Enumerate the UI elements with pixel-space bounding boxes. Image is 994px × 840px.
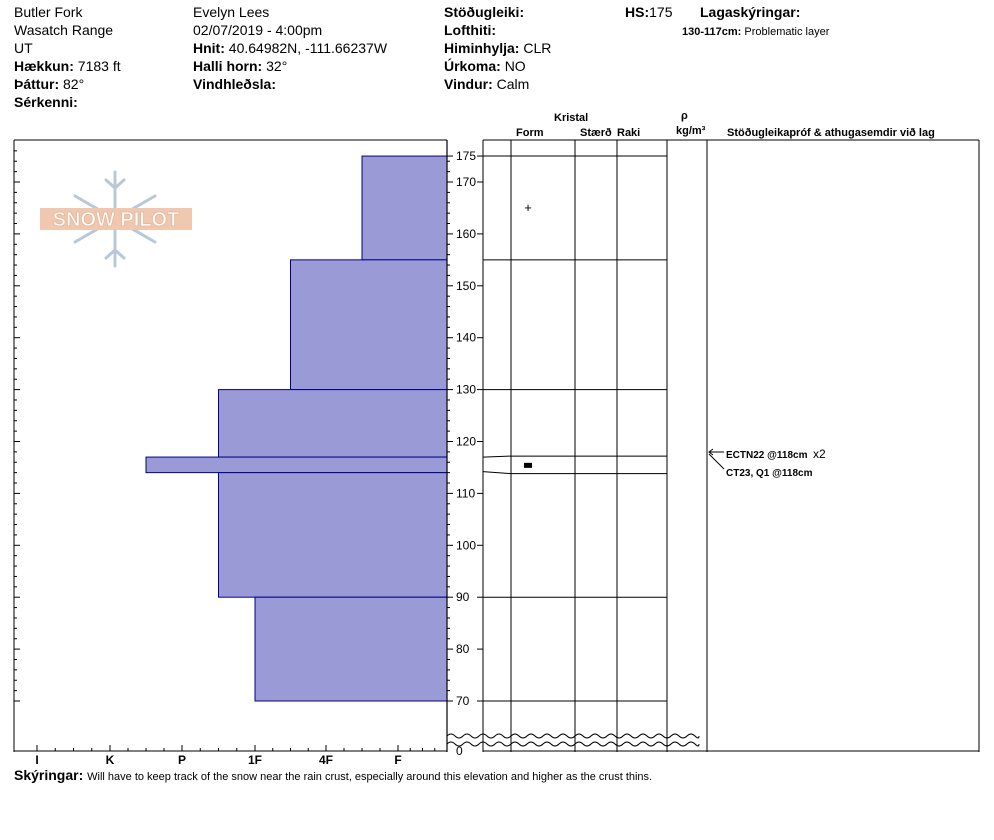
density-unit-header: kg/m³ [676,125,706,137]
hardness-bar [254,596,448,702]
test-pointer-arrows [708,448,725,470]
slope-value: 32° [266,58,288,74]
stability-tests-header: Stöðugleikapróf & athugasemdir við lag [727,127,935,139]
x-tick-label: 4F [319,753,333,767]
hardness-bar [145,456,448,474]
logo-band [40,208,192,230]
axis-break-icon [446,733,700,747]
slope-label: Halli horn: [193,58,263,74]
y-tick-label: 90 [456,590,470,604]
footer-label: Skýringar: [14,767,84,783]
layer-notes-label: Lagaskýringar: [700,4,801,20]
hs-label: HS: [625,4,650,20]
layer-boundary-line [482,455,512,458]
test-ectn-row: ECTN22 @118cm x2 [726,446,826,464]
hardness-bars [145,155,448,702]
crystal-table [482,139,980,752]
y-tick-label: 140 [456,331,476,345]
aspect-row: Þáttur: 82° [14,76,84,92]
test-ectn-text: ECTN22 @118cm [726,450,808,461]
wind-row: Vindur: Calm [444,76,529,92]
y-tick-label: 70 [456,694,470,708]
footer-text: Will have to keep track of the snow near… [87,771,653,783]
test-ectn-multiplier: x2 [813,447,826,461]
x-tick-label: P [178,753,186,767]
x-axis-ticks: I K P 1F 4F F [35,745,436,767]
layer-note-range: 130-117cm: [682,26,742,38]
hs-row: HS:175 [625,4,672,20]
y-tick-label: 130 [456,383,476,397]
wind-loading-label: Vindhleðsla: [193,76,276,92]
logo-text: SNOW PILOT [53,209,180,231]
location-text: Butler Fork [14,4,83,20]
layer-boundary-line [482,471,512,475]
wind-label: Vindur: [444,76,493,92]
form-header: Form [516,127,544,139]
size-header: Stærð [580,127,612,139]
y-tick-label: 170 [456,175,476,189]
test-ct-text: CT23, Q1 @118cm [726,468,813,479]
state-text: UT [14,40,33,56]
precip-label: Úrkoma: [444,58,501,74]
y-tick-label: 150 [456,279,476,293]
observer-text: Evelyn Lees [193,4,270,20]
elevation-row: Hækkun: 7183 ft [14,58,121,74]
y-tick-label: 120 [456,435,476,449]
hardness-bar [218,389,448,458]
coords-value: 40.64982N, -111.66237W [228,40,388,56]
datetime-text: 02/07/2019 - 4:00pm [193,22,323,38]
y-axis-ticks: 70 80 90 100 110 120 130 140 150 160 170 175 0 [447,149,483,758]
crystal-form-mark [524,462,532,468]
precip-value: NO [504,58,526,74]
coords-label: Hnit: [193,40,225,56]
hardness-bar [218,472,448,598]
rho-header: ρ [681,110,688,122]
snowpilot-logo: SNOW PILOT [40,170,192,268]
x-tick-label: I [35,753,38,767]
crystal-form-marks: + [524,200,532,468]
x-tick-label: K [106,753,115,767]
x-tick-label: F [394,753,401,767]
hardness-bar [290,259,448,391]
coords-row: Hnit: 40.64982N, -111.66237W [193,40,387,56]
slope-row: Halli horn: 32° [193,58,287,74]
left-minor-ticks [14,150,20,702]
sky-label: Himinhylja: [444,40,520,56]
wind-value: Calm [496,76,530,92]
stability-label: Stöðugleiki: [444,4,525,20]
y-tick-label: 110 [456,486,475,500]
y-tick-label: 160 [456,227,476,241]
elevation-value: 7183 ft [77,58,121,74]
elevation-label: Hækkun: [14,58,74,74]
y-tick-label: 175 [456,149,476,163]
y-tick-label: 80 [456,642,470,656]
sky-value: CLR [523,40,552,56]
sky-row: Himinhylja: CLR [444,40,551,56]
x-tick-label: 1F [248,753,262,767]
crystal-form-mark: + [524,200,532,215]
range-text: Wasatch Range [14,22,114,38]
air-temp-label: Lofthiti: [444,22,497,38]
layer-note-text: Problematic layer [744,26,830,38]
precip-row: Úrkoma: NO [444,58,526,74]
features-label: Sérkenni: [14,94,78,110]
footer-row: Skýringar: Will have to keep track of th… [14,767,652,785]
aspect-value: 82° [63,76,85,92]
y-zero-label: 0 [456,744,463,758]
layer-boundary-lines [482,155,667,702]
crystal-header: Kristal [554,112,589,124]
aspect-label: Þáttur: [14,76,60,92]
moisture-header: Raki [617,127,641,139]
layer-note-row: 130-117cm: Problematic layer [682,24,829,40]
hs-value: 175 [649,4,673,20]
hardness-bar [361,155,448,261]
y-tick-label: 100 [456,538,476,552]
